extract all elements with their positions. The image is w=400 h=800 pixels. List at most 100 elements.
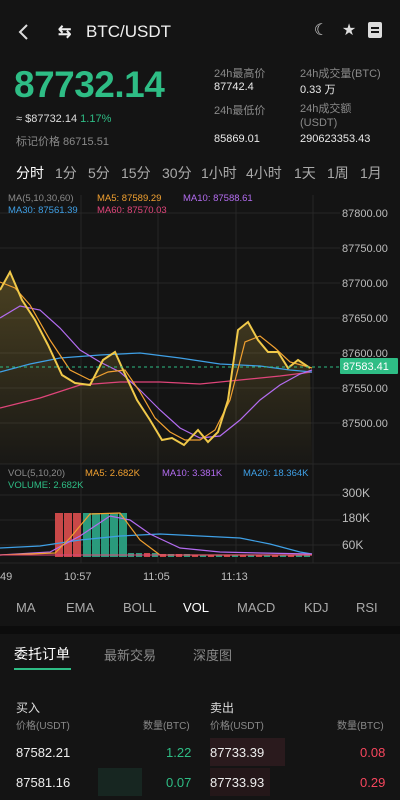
- ask-price-header: 价格(USDT): [210, 721, 264, 732]
- change-percent: 1.17%: [80, 113, 112, 125]
- timeframe-tab[interactable]: 1分: [55, 165, 77, 181]
- kline-chart[interactable]: 87583.41 87800.00 87750.00 87700.00 8765…: [0, 190, 400, 590]
- indicator-tab[interactable]: RSI: [356, 600, 378, 615]
- timeframe-tab[interactable]: 1小时: [201, 165, 237, 181]
- ma60-legend: MA60: 87570.03: [97, 205, 167, 216]
- ask-qty: 0.29: [360, 775, 386, 790]
- current-price-tag: [340, 358, 398, 374]
- ask-qty-header: 数量(BTC): [337, 721, 384, 732]
- timeframe-bar: 分时 1分 5分 15分 30分 1小时 4小时 1天 1周 1月: [0, 163, 400, 183]
- indicator-tab[interactable]: EMA: [66, 600, 95, 615]
- timeframe-tab[interactable]: 15分: [121, 165, 151, 181]
- timeframe-tab[interactable]: 分时: [16, 165, 44, 181]
- section-divider: [0, 626, 400, 634]
- indicator-tab[interactable]: VOL: [183, 600, 210, 615]
- timeframe-tab[interactable]: 1月: [360, 165, 382, 181]
- indicator-tab[interactable]: MA: [16, 600, 36, 615]
- volume-bar: [256, 555, 262, 557]
- volume-bar: [288, 555, 294, 557]
- order-tabs: 委托订单 最新交易 深度图: [0, 643, 400, 673]
- volume-bar: [83, 513, 91, 557]
- vol-y-tick: 180K: [342, 511, 370, 525]
- vol-ma20-legend: MA20: 18.364K: [243, 468, 309, 479]
- ma5-legend: MA5: 87589.29: [97, 193, 161, 204]
- stat-volume-value: 0.33 万: [300, 84, 336, 96]
- y-tick: 87750.00: [342, 243, 388, 255]
- time-tick: 11:13: [221, 571, 248, 583]
- ma60-line: [0, 371, 313, 409]
- vol-y-tick: 300K: [342, 486, 370, 500]
- active-tab-indicator: [14, 668, 71, 670]
- timeframe-tab[interactable]: 4小时: [246, 165, 282, 181]
- ask-price[interactable]: 87733.39: [210, 745, 265, 760]
- stat-turnover-label: 24h成交额 (USDT): [300, 103, 352, 129]
- time-tick: 11:05: [143, 571, 170, 583]
- vol-ma5-legend: MA5: 2.682K: [85, 468, 141, 479]
- stat-low-value: 85869.01: [214, 133, 260, 145]
- timeframe-tab[interactable]: 5分: [88, 165, 110, 181]
- indicator-tab[interactable]: KDJ: [304, 600, 329, 615]
- volume-bar: [73, 513, 81, 557]
- y-tick: 87550.00: [342, 383, 388, 395]
- tab-orders[interactable]: 委托订单: [14, 646, 70, 662]
- vol-ma5-line: [0, 512, 312, 556]
- buy-title: 买入: [16, 701, 41, 715]
- ma-legend-label: MA(5,10,30,60): [8, 193, 73, 204]
- y-tick: 87650.00: [342, 313, 388, 325]
- ask-depth-bar: [210, 768, 270, 796]
- bid-price-header: 价格(USDT): [16, 721, 70, 732]
- time-tick: 49: [0, 571, 12, 583]
- volume-bar: [119, 513, 127, 557]
- last-price: 87732.14: [14, 64, 165, 105]
- timeframe-tab[interactable]: 1周: [327, 165, 349, 181]
- indicator-tab[interactable]: MACD: [237, 600, 276, 615]
- volume-bar: [200, 555, 206, 557]
- timeframe-tab[interactable]: 30分: [162, 165, 192, 181]
- book-icon[interactable]: [368, 22, 386, 40]
- volume-bar: [92, 513, 100, 557]
- tab-trades[interactable]: 最新交易: [104, 648, 157, 663]
- volume-bar: [304, 555, 310, 557]
- stat-volume-label: 24h成交量(BTC): [300, 68, 381, 80]
- ma30-legend: MA30: 87561.39: [8, 205, 78, 216]
- vol-ma20-line: [0, 533, 313, 555]
- swap-icon[interactable]: ⇆: [58, 24, 72, 41]
- vol-ma10-line: [0, 515, 313, 556]
- bid-qty: 1.22: [166, 745, 192, 760]
- sell-title: 卖出: [210, 701, 235, 715]
- chevron-left-icon[interactable]: [12, 20, 36, 44]
- indicator-tab[interactable]: BOLL: [123, 600, 157, 615]
- timeframe-tab[interactable]: 1天: [294, 165, 316, 181]
- y-tick: 87700.00: [342, 278, 388, 290]
- stat-low-label: 24h最低价: [214, 105, 266, 117]
- y-tick: 87800.00: [342, 208, 388, 220]
- mark-price: 标记价格 86715.51: [16, 136, 109, 148]
- star-icon[interactable]: ★: [341, 22, 357, 39]
- approx-value: ≈ $87732.14: [16, 113, 78, 125]
- volume-bar: [280, 555, 286, 557]
- volume-bar: [272, 555, 278, 557]
- volume-bar: [110, 513, 118, 557]
- price-line: [0, 269, 311, 447]
- volume-bar: [248, 555, 254, 557]
- volume-legend: VOLUME: 2.682K: [8, 480, 84, 491]
- tab-depth[interactable]: 深度图: [193, 648, 233, 663]
- volume-bar: [232, 555, 238, 557]
- bid-price[interactable]: 87581.16: [16, 775, 71, 790]
- pair-title[interactable]: BTC/USDT: [86, 22, 171, 41]
- volume-bar: [224, 555, 230, 557]
- indicator-bar: MA EMA BOLL VOL MACD KDJ RSI: [0, 598, 400, 618]
- ma30-line: [0, 352, 313, 373]
- top-bar: ⇆ BTC/USDT ☾ ★: [0, 0, 400, 64]
- volume-bar: [264, 555, 270, 557]
- volume-bar: [296, 555, 302, 557]
- ask-price[interactable]: 87733.93: [210, 775, 265, 790]
- bid-price[interactable]: 87582.21: [16, 745, 71, 760]
- ask-qty: 0.08: [360, 745, 386, 760]
- moon-icon[interactable]: ☾: [313, 22, 329, 39]
- volume-bar: [240, 555, 246, 557]
- y-tick: 87500.00: [342, 418, 388, 430]
- ma5-line: [0, 281, 313, 441]
- bid-qty-header: 数量(BTC): [143, 721, 190, 732]
- vol-ma10-legend: MA10: 3.381K: [162, 468, 223, 479]
